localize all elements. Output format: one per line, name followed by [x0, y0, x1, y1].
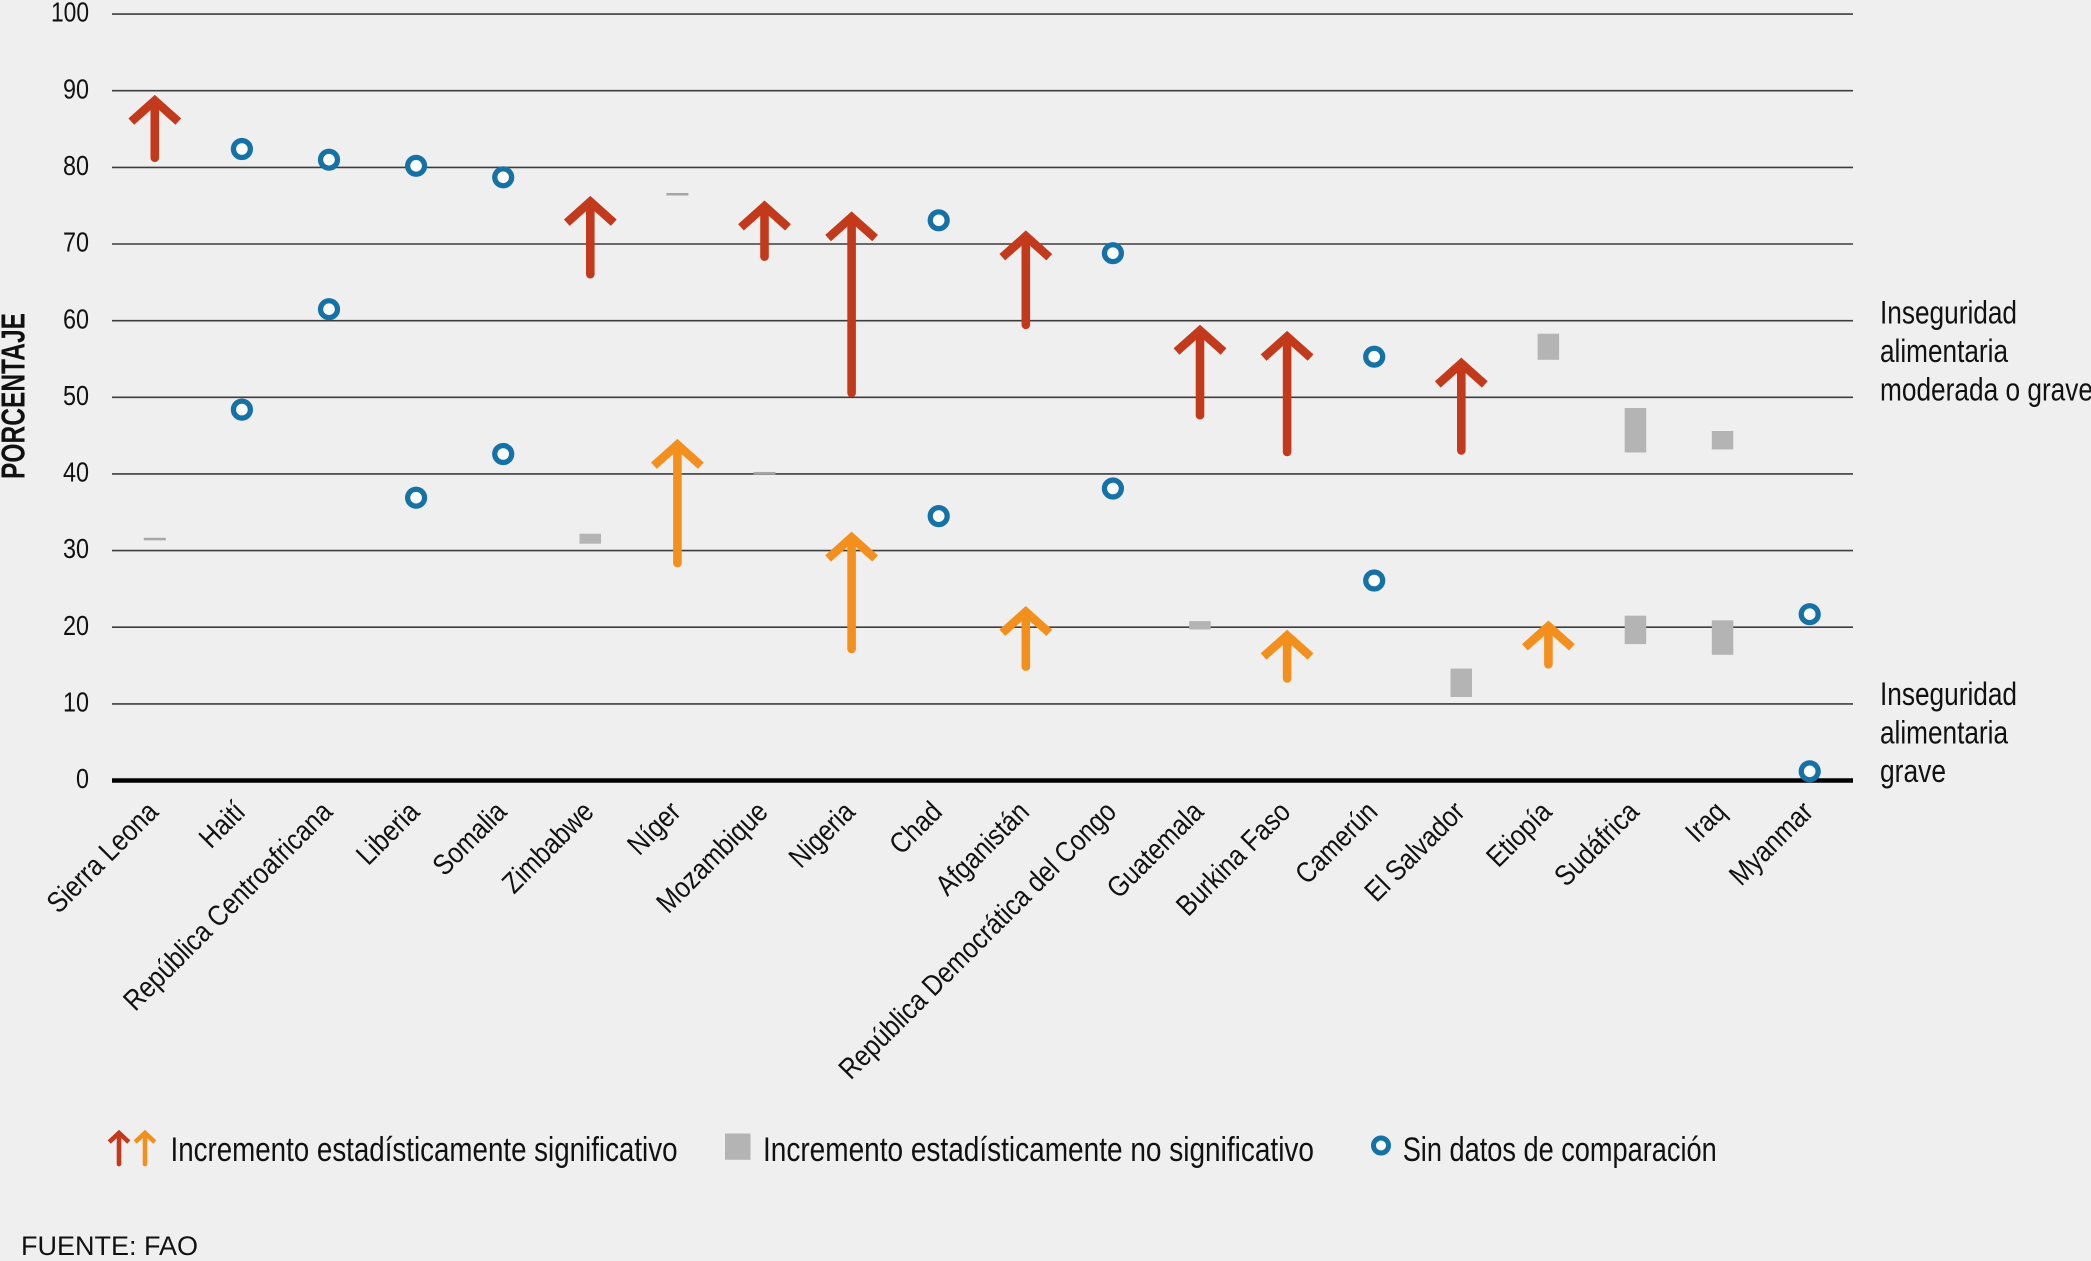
svg-text:0: 0	[76, 763, 89, 794]
svg-text:60: 60	[63, 303, 89, 334]
svg-text:Incremento estadísticamente si: Incremento estadísticamente significativ…	[171, 1131, 678, 1169]
svg-text:FUENTE: FAO: FUENTE: FAO	[21, 1231, 198, 1256]
svg-text:50: 50	[63, 380, 89, 411]
svg-text:grave: grave	[1880, 753, 1946, 789]
svg-text:10: 10	[63, 687, 89, 718]
svg-text:PORCENTAJE: PORCENTAJE	[0, 313, 32, 479]
svg-text:70: 70	[63, 227, 89, 258]
svg-text:100: 100	[51, 0, 89, 28]
svg-text:alimentaria: alimentaria	[1880, 715, 2008, 751]
svg-text:40: 40	[63, 457, 89, 488]
svg-text:80: 80	[63, 150, 89, 181]
svg-text:Incremento estadísticamente no: Incremento estadísticamente no significa…	[763, 1131, 1314, 1169]
svg-text:90: 90	[63, 73, 89, 104]
svg-text:alimentaria: alimentaria	[1880, 333, 2008, 369]
svg-text:Sin datos de comparación: Sin datos de comparación	[1403, 1131, 1717, 1169]
svg-text:30: 30	[63, 533, 89, 564]
svg-text:Inseguridad: Inseguridad	[1880, 295, 2017, 331]
svg-text:Inseguridad: Inseguridad	[1880, 676, 2017, 712]
svg-text:moderada o grave: moderada o grave	[1880, 372, 2091, 408]
svg-text:20: 20	[63, 610, 89, 641]
